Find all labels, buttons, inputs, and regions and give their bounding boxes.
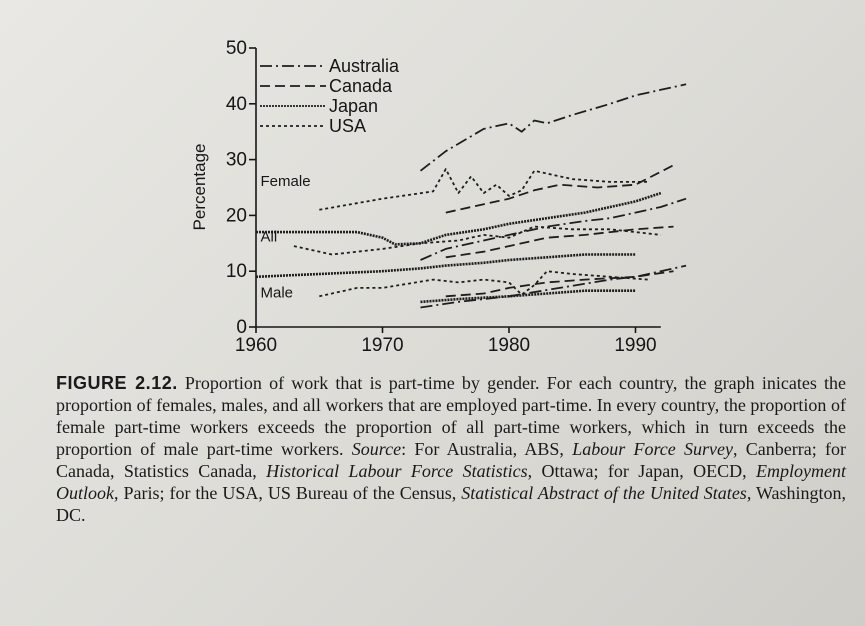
caption-text-3: , Canberra; for Canada, Statistics Canad… <box>56 439 847 481</box>
caption-text-1: Proportion of work that is part-time by … <box>56 373 846 459</box>
series-line-japan-all <box>255 253 636 279</box>
part-time-line-chart: 0 10 20 30 40 50 1960 1970 1980 1990 Percentage Fe… <box>190 38 687 356</box>
caption-text-6: , Washington, DC. <box>56 483 847 525</box>
series-line-usa-all <box>293 225 661 256</box>
series-line-australia-female <box>419 83 687 172</box>
series-line-australia-male <box>420 264 687 309</box>
y-tick-label: 10 <box>226 261 247 282</box>
labels-layer: Female All Male <box>261 173 311 302</box>
caption-source-label: Source <box>351 439 402 459</box>
y-tick-label: 20 <box>226 205 247 226</box>
series-layer <box>255 83 687 309</box>
caption-ref-2: Historical Labour Force Statistics <box>266 461 528 481</box>
legend-label-usa: USA <box>329 116 366 136</box>
group-label-male: Male <box>261 284 294 301</box>
series-line-usa-male <box>319 270 649 298</box>
legend-label-canada: Canada <box>329 76 393 96</box>
group-label-female: Female <box>261 173 311 190</box>
chart-axes: 0 10 20 30 40 50 1960 1970 1980 1990 Percentage <box>190 38 661 356</box>
y-tick-label: 30 <box>226 150 247 171</box>
y-tick-label: 40 <box>226 94 247 115</box>
series-line-canada-female <box>445 164 674 214</box>
series-line-usa-female <box>319 168 649 211</box>
series-line-canada-male <box>445 270 674 298</box>
series-line-japan-male <box>420 289 636 304</box>
x-tick-label: 1980 <box>488 335 530 356</box>
series-line-canada-all <box>445 225 674 259</box>
caption-text-5: , Paris; for the USA, US Bureau of the C… <box>114 483 462 503</box>
y-axis-title: Percentage <box>190 144 209 231</box>
group-label-all: All <box>261 229 278 246</box>
y-tick-label: 0 <box>236 317 247 338</box>
caption-text-2: : For Australia, ABS, <box>401 439 573 459</box>
figure-caption: FIGURE 2.12. Proportion of work that is … <box>56 372 846 526</box>
caption-text-4: , Ottawa; for Japan, OECD, <box>527 461 757 481</box>
legend-label-australia: Australia <box>329 56 400 76</box>
x-tick-label: 1970 <box>361 335 403 356</box>
caption-label: FIGURE 2.12. <box>56 373 178 393</box>
series-line-australia-all <box>420 197 687 261</box>
y-tick-label: 50 <box>226 38 247 59</box>
caption-ref-1: Labour Force Survey <box>572 439 734 459</box>
series-line-japan-female <box>256 191 662 246</box>
caption-ref-4: Statistical Abstract of the United State… <box>461 483 747 503</box>
legend-label-japan: Japan <box>329 96 378 116</box>
x-tick-label: 1960 <box>235 335 277 356</box>
x-tick-label: 1990 <box>614 335 656 356</box>
caption-ref-3: Employment Outlook <box>56 461 846 503</box>
